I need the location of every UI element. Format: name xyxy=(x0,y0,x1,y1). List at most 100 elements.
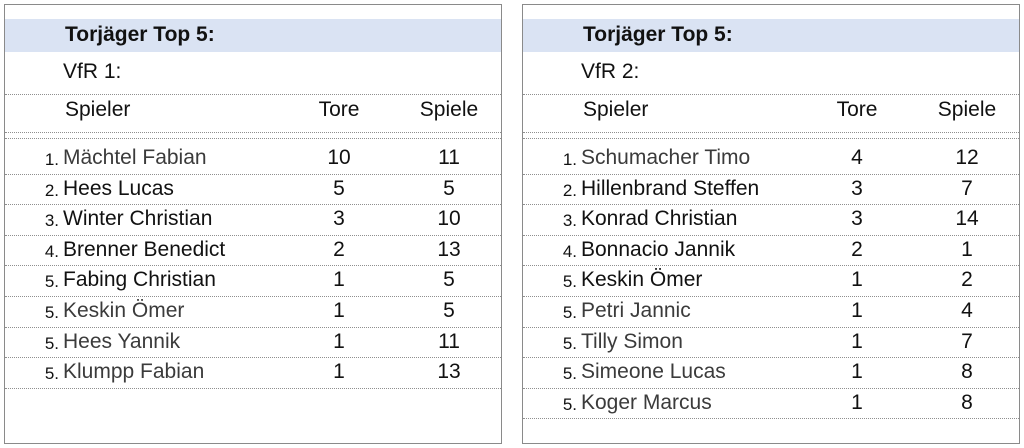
dotted-rule xyxy=(523,132,1019,133)
dotted-rule xyxy=(523,387,1019,389)
goals-cell: 1 xyxy=(851,329,863,353)
column-header-player: Spieler xyxy=(65,98,131,121)
goals-cell: 1 xyxy=(333,268,345,292)
table-row: 5. Klumpp Fabian 1 13 xyxy=(5,358,501,388)
table-row: 2. Hees Lucas 5 5 xyxy=(5,175,501,205)
dotted-rule xyxy=(523,418,1019,420)
team-label: VfR 1: xyxy=(63,60,122,83)
goals-cell: 1 xyxy=(851,360,863,384)
dotted-rule xyxy=(523,296,1019,297)
dotted-rule xyxy=(523,326,1019,328)
column-header-player: Spieler xyxy=(583,98,649,121)
dotted-rule xyxy=(5,357,501,359)
goals-cell: 1 xyxy=(333,299,345,322)
dotted-rule xyxy=(5,234,501,236)
games-cell: 1 xyxy=(961,237,973,261)
games-cell: 5 xyxy=(443,268,455,292)
dotted-rule xyxy=(5,296,501,297)
dotted-rule xyxy=(5,138,501,139)
table-row: 1. Mächtel Fabian 10 11 xyxy=(5,144,501,174)
player-name-cell: Keskin Ömer xyxy=(63,299,185,322)
rank-cell: 3. xyxy=(44,211,59,231)
rank-cell: 3. xyxy=(562,211,577,231)
rank-cell: 2. xyxy=(44,180,59,200)
games-cell: 8 xyxy=(961,390,973,414)
player-name-cell: Schumacher Timo xyxy=(581,146,751,169)
title-band xyxy=(5,19,501,52)
rank-cell: 5. xyxy=(562,333,577,353)
dotted-rule xyxy=(5,204,501,206)
player-name-cell: Klumpp Fabian xyxy=(63,360,205,384)
rank-cell: 5. xyxy=(562,364,577,384)
goals-cell: 4 xyxy=(851,146,863,169)
column-header-games: Spiele xyxy=(419,98,479,121)
rank-cell: 1. xyxy=(44,150,59,169)
goals-cell: 1 xyxy=(851,299,863,322)
table-row: 5. Petri Jannic 1 4 xyxy=(523,297,1019,327)
table-row: 3. Konrad Christian 3 14 xyxy=(523,205,1019,235)
table-row: 5. Keskin Ömer 1 2 xyxy=(523,266,1019,296)
games-cell: 2 xyxy=(961,268,973,292)
games-cell: 13 xyxy=(437,360,461,384)
table-row: 5. Fabing Christian 1 5 xyxy=(5,266,501,296)
dotted-rule xyxy=(523,173,1019,175)
goals-cell: 1 xyxy=(851,390,863,414)
games-cell: 13 xyxy=(437,237,461,261)
player-name-cell: Fabing Christian xyxy=(63,268,216,292)
dotted-rule xyxy=(523,204,1019,206)
dotted-rule xyxy=(5,326,501,328)
table-title: Torjäger Top 5: xyxy=(583,23,733,46)
goals-cell: 3 xyxy=(851,176,863,200)
column-header-goals: Tore xyxy=(836,98,878,121)
rank-cell: 4. xyxy=(562,241,577,261)
rank-cell: 2. xyxy=(562,180,577,200)
table-title: Torjäger Top 5: xyxy=(65,23,215,46)
player-name-cell: Tilly Simon xyxy=(581,329,683,353)
games-cell: 7 xyxy=(961,329,973,353)
rank-cell: 5. xyxy=(44,272,59,292)
column-header-games: Spiele xyxy=(937,98,997,121)
goals-cell: 2 xyxy=(333,237,345,261)
games-cell: 5 xyxy=(443,299,455,322)
table-row: 4. Bonnacio Jannik 2 1 xyxy=(523,236,1019,266)
player-name-cell: Hees Yannik xyxy=(63,329,181,353)
table-row: 5. Koger Marcus 1 8 xyxy=(523,389,1019,419)
rank-cell: 5. xyxy=(44,303,59,322)
player-name-cell: Konrad Christian xyxy=(581,207,738,231)
player-name-cell: Winter Christian xyxy=(63,207,213,231)
table-row: 1. Schumacher Timo 4 12 xyxy=(523,144,1019,174)
rank-cell: 5. xyxy=(44,333,59,353)
dotted-rule xyxy=(523,138,1019,139)
team-label: VfR 2: xyxy=(581,60,640,83)
table-row: 3. Winter Christian 3 10 xyxy=(5,205,501,235)
dotted-rule xyxy=(5,132,501,133)
games-cell: 8 xyxy=(961,360,973,384)
goals-cell: 5 xyxy=(333,176,345,200)
player-name-cell: Hees Lucas xyxy=(63,176,174,200)
goals-cell: 10 xyxy=(327,146,351,169)
goals-cell: 3 xyxy=(333,207,345,231)
dotted-rule xyxy=(523,234,1019,236)
top-scorers-table-vfr2: Torjäger Top 5: VfR 2: Spieler Tore Spie… xyxy=(522,4,1020,444)
player-name-cell: Petri Jannic xyxy=(581,299,691,322)
goals-cell: 1 xyxy=(333,360,345,384)
player-name-cell: Hillenbrand Steffen xyxy=(581,176,760,200)
dotted-rule xyxy=(5,387,501,389)
player-name-cell: Brenner Benedict xyxy=(63,237,226,261)
rank-cell: 5. xyxy=(562,272,577,292)
rank-cell: 4. xyxy=(44,241,59,261)
games-cell: 11 xyxy=(438,329,460,353)
dotted-rule xyxy=(5,94,501,95)
dotted-rule xyxy=(523,265,1019,267)
table-row: 5. Keskin Ömer 1 5 xyxy=(5,297,501,327)
games-cell: 14 xyxy=(955,207,979,231)
table-row: 5. Simeone Lucas 1 8 xyxy=(523,358,1019,388)
rank-cell: 5. xyxy=(562,394,577,414)
top-scorers-table-vfr1: Torjäger Top 5: VfR 1: Spieler Tore Spie… xyxy=(4,4,502,444)
player-name-cell: Koger Marcus xyxy=(581,390,712,414)
games-cell: 5 xyxy=(443,176,455,200)
column-header-goals: Tore xyxy=(318,98,360,121)
table-row: 2. Hillenbrand Steffen 3 7 xyxy=(523,175,1019,205)
games-cell: 7 xyxy=(961,176,973,200)
player-name-cell: Bonnacio Jannik xyxy=(581,237,736,261)
